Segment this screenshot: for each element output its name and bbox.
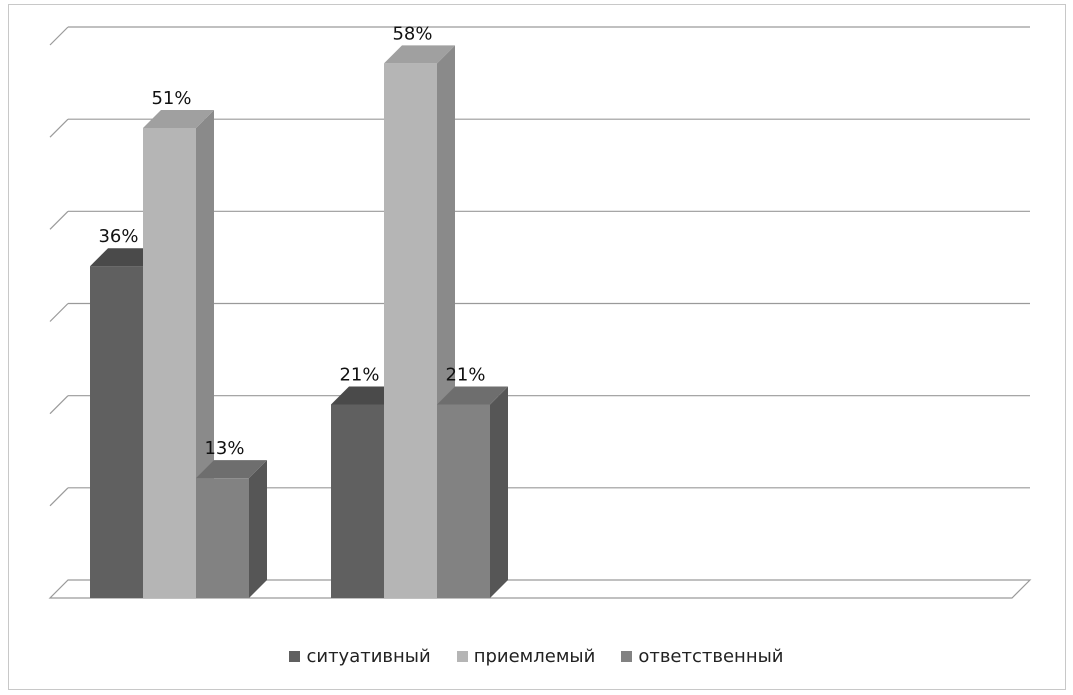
bar-situational-1 [90,266,143,598]
legend-label-responsible: ответственный [638,646,784,667]
bar-responsible-2 [437,404,490,598]
legend: ситуативный приемлемый ответственный [0,646,1073,667]
legend-label-situational: ситуативный [306,646,431,667]
bar-responsible-2-top [437,386,508,405]
bar-acceptable-1 [143,127,196,598]
bar-acceptable-2 [384,63,437,598]
gridline-tick [49,395,69,415]
legend-swatch-responsible [621,651,633,662]
data-label-situational-2: 21% [339,364,379,385]
data-label-responsible-1: 13% [204,438,244,459]
bar-responsible-1-top [196,460,267,479]
bar-responsible-1 [196,478,249,598]
bar-acceptable-1-top [143,109,214,128]
bar-situational-2 [331,404,384,598]
legend-swatch-acceptable [456,651,468,662]
data-label-situational-1: 36% [98,226,138,247]
data-label-responsible-2: 21% [445,364,485,385]
floor-plane [48,579,1032,599]
data-label-acceptable-2: 58% [392,23,432,44]
gridline-tick [49,303,69,322]
bar-responsible-2-side [490,386,508,598]
gridline-tick [49,487,69,507]
legend-swatch-situational [289,651,301,662]
legend-item-responsible: ответственный [621,646,784,667]
data-label-acceptable-1: 51% [151,88,191,109]
bar-responsible-1-side [249,460,267,598]
legend-label-acceptable: приемлемый [473,646,596,667]
bar-acceptable-2-top [384,45,455,64]
gridline-tick [49,118,69,138]
legend-item-acceptable: приемлемый [456,646,596,667]
legend-item-situational: ситуативный [289,646,431,667]
gridline-tick [49,26,69,46]
gridline-tick [49,210,69,230]
